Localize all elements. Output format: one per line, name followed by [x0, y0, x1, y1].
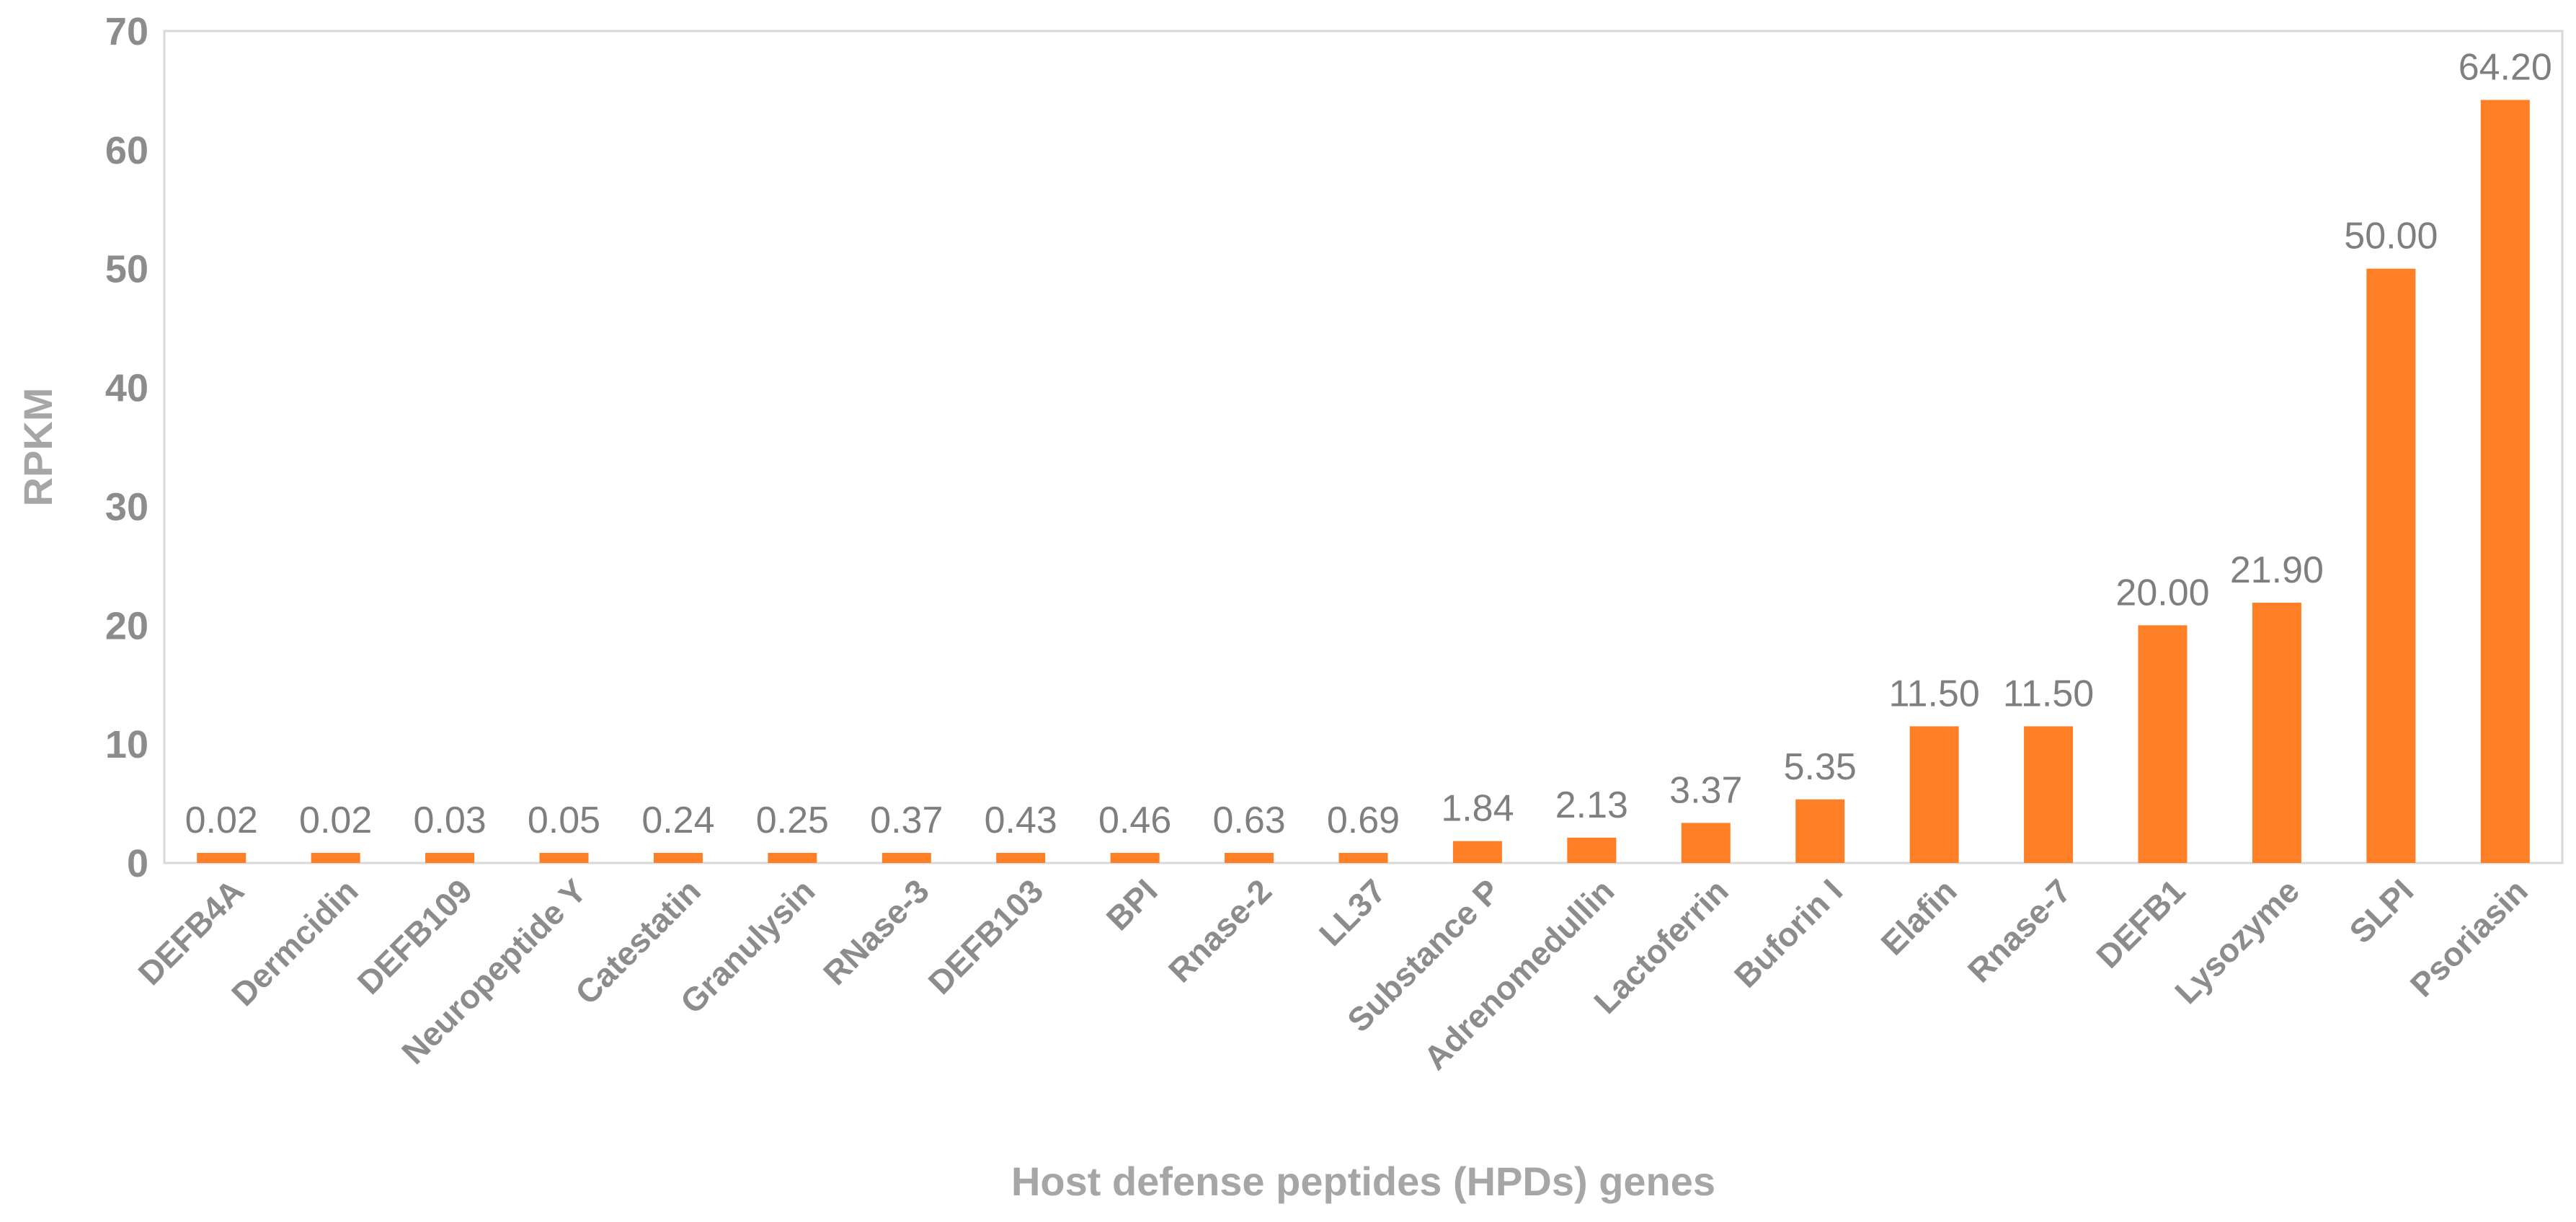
data-label: 21.90	[2230, 549, 2324, 591]
bar	[653, 853, 703, 863]
x-category-label: DEFB103	[921, 872, 1051, 1001]
data-label: 1.84	[1441, 788, 1514, 830]
x-category-label: RNase-3	[816, 872, 936, 992]
data-label: 11.50	[1889, 673, 1980, 714]
y-tick-label: 10	[105, 723, 148, 766]
data-label: 0.05	[528, 800, 600, 841]
y-tick-label: 40	[105, 367, 148, 410]
data-label: 0.37	[870, 800, 943, 841]
x-category-label: BPI	[1099, 872, 1165, 937]
bar	[2138, 625, 2188, 863]
data-label: 0.69	[1327, 800, 1400, 841]
x-category-label: DEFB4A	[130, 872, 251, 992]
bar	[311, 853, 360, 863]
y-tick-label: 70	[105, 10, 148, 53]
data-label: 3.37	[1669, 769, 1742, 811]
bar	[1110, 853, 1160, 863]
x-category-label: Rnase-7	[1960, 872, 2078, 989]
x-category-label: Buforin I	[1727, 872, 1849, 994]
data-labels: 0.02 0.02 0.03 0.05 0.24 0.25 0.37 0.43 0.46 0.63…	[185, 47, 2552, 841]
x-category-label: Lysozyme	[2167, 872, 2306, 1011]
y-tick-label: 30	[105, 485, 148, 528]
data-label: 0.46	[1098, 800, 1171, 841]
bar	[881, 853, 931, 863]
y-axis-ticks: 0 10 20 30 40 50 60 70	[105, 10, 148, 885]
x-category-label: Psoriasin	[2403, 872, 2535, 1004]
bar	[539, 853, 589, 863]
data-label: 0.25	[756, 800, 829, 841]
data-label: 2.13	[1555, 784, 1628, 826]
data-label: 0.24	[641, 800, 714, 841]
plot-area-frame	[163, 30, 2564, 864]
y-axis-title: RPKM	[15, 388, 61, 507]
bar	[2024, 726, 2074, 863]
bar	[1681, 823, 1731, 863]
bar	[1452, 841, 1502, 863]
bar	[1225, 853, 1274, 863]
bar	[425, 853, 475, 863]
bar	[1909, 726, 1959, 863]
bar-series	[197, 99, 2530, 863]
data-label: 0.03	[413, 800, 486, 841]
y-tick-label: 0	[127, 842, 148, 885]
x-category-label: Adrenomedullin	[1416, 872, 1621, 1076]
data-label: 64.20	[2459, 47, 2552, 89]
x-category-label: Rnase-2	[1161, 872, 1279, 989]
bar	[2252, 602, 2301, 863]
data-label: 0.63	[1212, 800, 1285, 841]
data-label: 11.50	[2003, 673, 2094, 714]
data-label: 50.00	[2344, 216, 2438, 257]
data-label: 5.35	[1784, 746, 1857, 788]
x-category-label: SLPI	[2342, 872, 2420, 950]
bar	[197, 853, 247, 863]
data-label: 0.43	[985, 800, 1057, 841]
bar	[1338, 853, 1388, 863]
y-tick-label: 20	[105, 604, 148, 647]
bar	[768, 853, 817, 863]
data-label: 0.02	[299, 800, 372, 841]
bar	[1795, 799, 1845, 863]
bar	[2366, 268, 2416, 863]
x-category-label: DEFB1	[2089, 872, 2192, 975]
data-label: 20.00	[2115, 572, 2209, 614]
x-category-label: LL37	[1312, 872, 1393, 953]
x-axis-title: Host defense peptides (HPDs) genes	[1011, 1159, 1715, 1204]
y-tick-label: 50	[105, 248, 148, 291]
bar	[2480, 99, 2530, 863]
x-category-label: Elafin	[1873, 872, 1963, 962]
bar	[1567, 837, 1617, 863]
data-label: 0.02	[185, 800, 258, 841]
bar	[996, 853, 1046, 863]
y-tick-label: 60	[105, 129, 148, 172]
